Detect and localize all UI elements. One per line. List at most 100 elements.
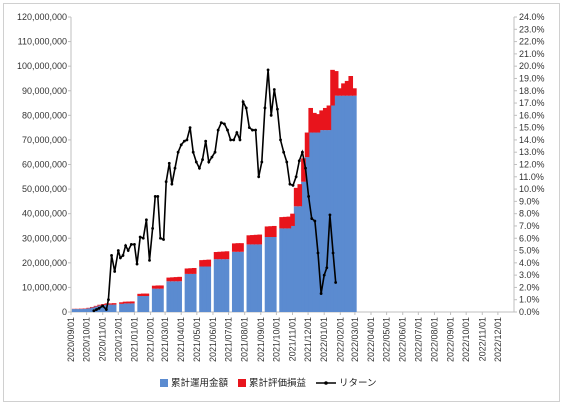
legend: 累計運用金額 累計評価損益 リターン <box>160 377 377 389</box>
bar-invested <box>177 281 182 312</box>
bar-invested <box>202 266 208 312</box>
x-tick-label: 2021/06/01 <box>208 317 218 362</box>
return-point <box>276 107 279 111</box>
bar-invested <box>333 95 339 313</box>
bar-invested <box>184 273 190 312</box>
bar-invested <box>330 105 335 312</box>
return-point <box>185 138 189 142</box>
bar-profit <box>217 251 223 260</box>
return-point <box>129 242 133 246</box>
x-tick-label: 2020/11/01 <box>98 317 108 361</box>
bar-profit <box>213 252 219 260</box>
bar-invested <box>166 281 172 312</box>
bar-series-profit <box>71 69 357 310</box>
return-point <box>170 182 174 186</box>
return-point <box>118 256 122 260</box>
return-point <box>116 249 120 252</box>
return-point <box>126 249 130 252</box>
return-point <box>232 138 236 142</box>
return-point <box>251 128 254 132</box>
chart-axes: 0 10,000,000 20,000,000 30,000,000 40,000,00… <box>17 12 545 362</box>
return-point <box>310 217 314 220</box>
bar-invested <box>297 206 303 312</box>
y-left-tick-label: 10,000,000 <box>22 282 67 292</box>
bar-profit <box>322 107 328 131</box>
legend-label: 累計運用金額 <box>171 377 229 389</box>
return-point <box>272 88 276 91</box>
y-left-tick-label: 90,000,000 <box>22 86 67 96</box>
return-point <box>313 219 317 223</box>
return-point <box>110 254 113 257</box>
bar-profit <box>282 216 288 229</box>
bar-invested <box>155 288 161 312</box>
return-point <box>167 161 171 165</box>
return-point <box>322 273 326 277</box>
bar-invested <box>224 259 230 312</box>
return-point <box>285 160 289 164</box>
return-point <box>176 150 180 154</box>
bar-invested <box>111 304 117 312</box>
bar-invested <box>250 244 255 312</box>
return-point <box>159 236 162 240</box>
bar-invested <box>199 266 204 312</box>
bar-invested <box>151 288 157 312</box>
bar-invested <box>130 303 135 312</box>
bar-profit <box>122 301 128 304</box>
bar-invested <box>337 95 343 313</box>
return-point <box>162 238 165 241</box>
bar-invested <box>253 244 259 312</box>
y-right-tick-label: 5.0% <box>519 246 540 256</box>
return-point <box>304 166 307 170</box>
return-point <box>92 309 96 313</box>
y-left-tick-label: 80,000,000 <box>22 110 67 120</box>
bar-profit <box>90 306 95 308</box>
y-right-tick-label: 12.0% <box>519 160 545 170</box>
y-left-tick-label: 40,000,000 <box>22 209 67 219</box>
bar-invested <box>352 95 357 313</box>
return-point <box>144 218 148 222</box>
x-tick-label: 2021/08/01 <box>240 317 250 362</box>
return-point <box>222 122 226 126</box>
bar-profit <box>111 303 117 305</box>
bar-invested <box>108 304 113 312</box>
legend-label: 累計評価損益 <box>249 377 307 389</box>
return-point <box>113 270 117 273</box>
bar-profit <box>315 114 321 133</box>
y-right-tick-label: 23.0% <box>519 24 545 34</box>
return-point <box>238 138 242 142</box>
bar-invested <box>348 95 354 313</box>
return-point <box>334 281 338 284</box>
x-tick-label: 2022/01/01 <box>319 317 329 362</box>
return-point <box>257 175 261 179</box>
bar-profit <box>221 251 226 260</box>
return-point <box>294 175 298 179</box>
bar-profit <box>108 303 113 305</box>
bar-invested <box>231 251 237 312</box>
bar-invested <box>272 237 277 312</box>
return-point <box>213 150 217 154</box>
return-point <box>288 182 292 186</box>
bar-invested <box>126 303 132 312</box>
return-point <box>269 113 273 117</box>
return-point <box>244 106 248 110</box>
x-tick-label: 2021/09/01 <box>256 317 266 362</box>
return-point <box>229 138 233 142</box>
bar-profit <box>293 187 299 207</box>
y-right-tick-label: 1.0% <box>519 295 540 305</box>
return-point <box>235 131 239 134</box>
x-tick-label: 2022/05/01 <box>382 317 392 362</box>
bar-profit <box>166 277 172 282</box>
y-left-tick-label: 120,000,000 <box>17 12 67 22</box>
bar-invested <box>221 259 226 312</box>
bar-profit <box>97 304 102 306</box>
y-left-tick-label: 70,000,000 <box>22 135 67 145</box>
y-right-tick-label: 10.0% <box>519 184 545 194</box>
bar-invested <box>75 309 81 312</box>
return-point <box>210 155 214 159</box>
bar-profit <box>272 225 277 238</box>
x-tick-label: 2022/11/01 <box>477 317 487 361</box>
bar-profit <box>337 88 343 96</box>
return-point <box>198 166 201 170</box>
bar-profit <box>191 267 197 274</box>
